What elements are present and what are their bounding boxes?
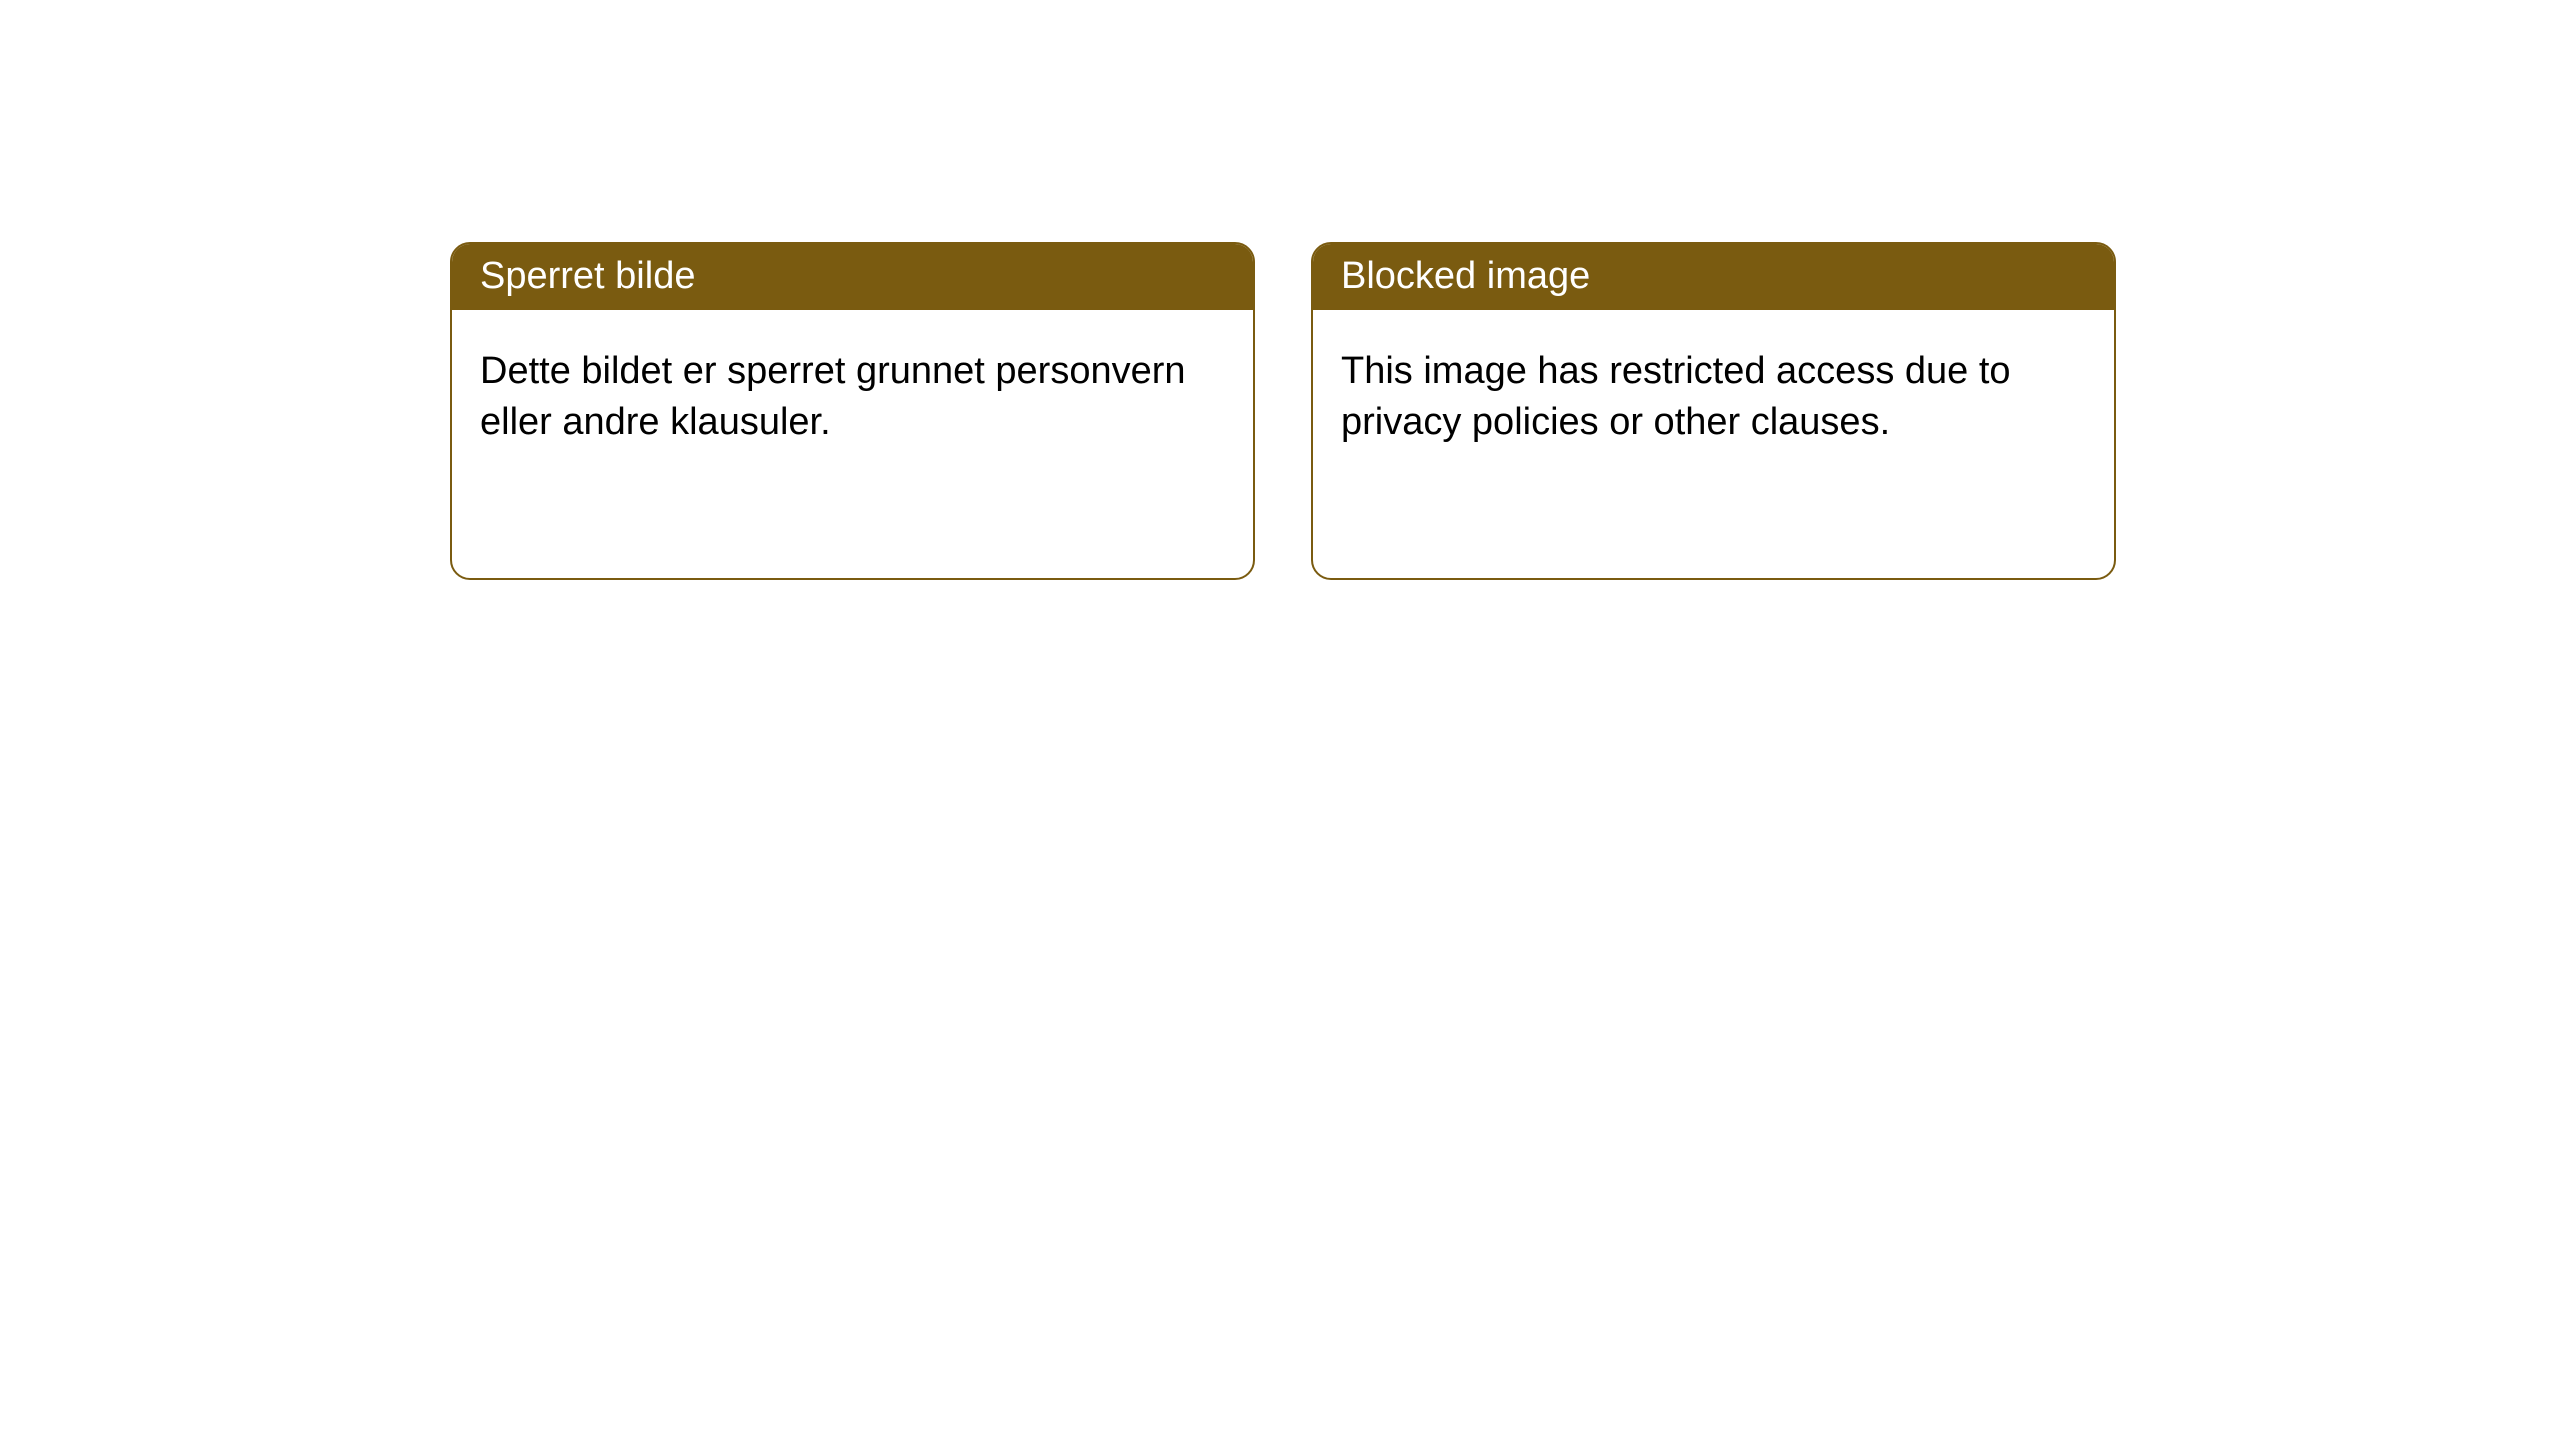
notice-container: Sperret bilde Dette bildet er sperret gr… <box>450 242 2116 580</box>
notice-card-norwegian: Sperret bilde Dette bildet er sperret gr… <box>450 242 1255 580</box>
notice-header-english: Blocked image <box>1313 244 2114 310</box>
notice-body-english: This image has restricted access due to … <box>1313 310 2114 485</box>
notice-body-norwegian: Dette bildet er sperret grunnet personve… <box>452 310 1253 485</box>
notice-header-norwegian: Sperret bilde <box>452 244 1253 310</box>
notice-card-english: Blocked image This image has restricted … <box>1311 242 2116 580</box>
